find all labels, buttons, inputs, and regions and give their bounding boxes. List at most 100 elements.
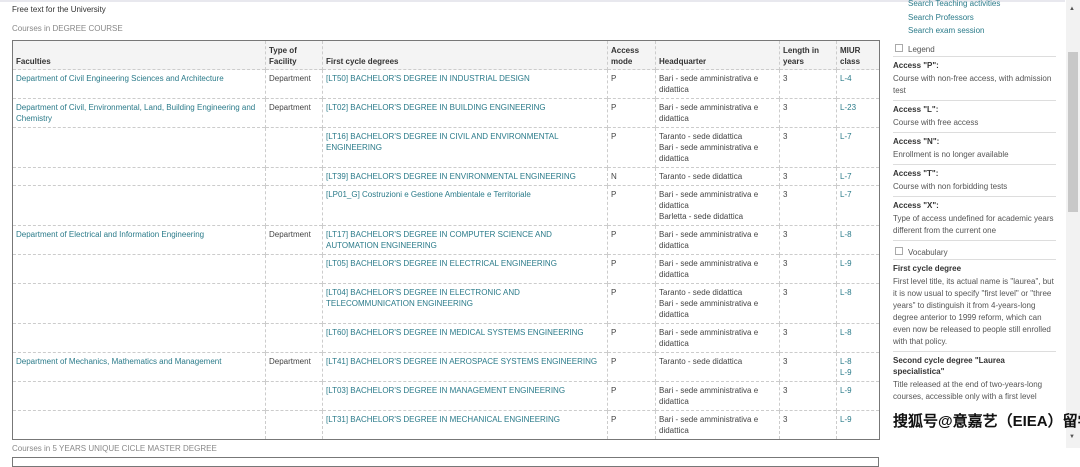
cell-length: 3 bbox=[779, 283, 837, 324]
miur-class-link[interactable]: L-7 bbox=[840, 190, 852, 199]
table-row: [LT31] BACHELOR'S DEGREE IN MECHANICAL E… bbox=[12, 410, 880, 440]
degree-link[interactable]: [LT04] BACHELOR'S DEGREE IN ELECTRONIC A… bbox=[326, 288, 520, 308]
facility-type: Department bbox=[269, 357, 311, 366]
cell-length: 3 bbox=[779, 352, 837, 382]
legend-term: Access "N": bbox=[893, 136, 940, 146]
length-years: 3 bbox=[783, 132, 788, 141]
cell-faculty bbox=[12, 381, 266, 411]
faculty-link[interactable]: Department of Electrical and Information… bbox=[16, 230, 205, 239]
cell-miur: L-8 bbox=[836, 225, 880, 255]
watermark: 搜狐号@意嘉艺（EIEA）留学 bbox=[893, 413, 1080, 430]
legend-term: Access "X": bbox=[893, 200, 939, 210]
cell-type bbox=[265, 254, 323, 284]
cell-faculty bbox=[12, 323, 266, 353]
faculty-link[interactable]: Department of Mechanics, Mathematics and… bbox=[16, 357, 222, 366]
miur-class-link[interactable]: L-8 bbox=[840, 288, 852, 297]
table-row: Department of Mechanics, Mathematics and… bbox=[12, 352, 880, 382]
cell-type bbox=[265, 167, 323, 186]
cell-type bbox=[265, 283, 323, 324]
cell-degree: [LT02] BACHELOR'S DEGREE IN BUILDING ENG… bbox=[322, 98, 608, 128]
degree-link[interactable]: [LT60] BACHELOR'S DEGREE IN MEDICAL SYST… bbox=[326, 328, 584, 337]
length-years: 3 bbox=[783, 74, 788, 83]
degree-link[interactable]: [LP01_G] Costruzioni e Gestione Ambienta… bbox=[326, 190, 531, 199]
miur-class-link[interactable]: L-4 bbox=[840, 74, 852, 83]
cell-miur: L-7 bbox=[836, 127, 880, 168]
miur-class-link[interactable]: L-8 bbox=[840, 230, 852, 239]
degree-link[interactable]: [LT41] BACHELOR'S DEGREE IN AEROSPACE SY… bbox=[326, 357, 598, 366]
legend-toggle[interactable]: Legend bbox=[893, 42, 1056, 57]
cell-access: P bbox=[607, 254, 656, 284]
access-mode: P bbox=[611, 328, 617, 337]
faculty-link[interactable]: Department of Civil, Environmental, Land… bbox=[16, 103, 256, 123]
miur-class-link[interactable]: L-7 bbox=[840, 172, 852, 181]
cell-type bbox=[265, 381, 323, 411]
cell-faculty bbox=[12, 410, 266, 440]
cell-faculty bbox=[12, 127, 266, 168]
cell-length: 3 bbox=[779, 381, 837, 411]
scroll-down-icon[interactable]: ▼ bbox=[1069, 434, 1075, 440]
length-years: 3 bbox=[783, 172, 788, 181]
degree-link[interactable]: [LT05] BACHELOR'S DEGREE IN ELECTRICAL E… bbox=[326, 259, 557, 268]
cell-miur: L-8 bbox=[836, 283, 880, 324]
miur-class-link[interactable]: L-9 bbox=[840, 415, 852, 424]
degree-link[interactable]: [LT31] BACHELOR'S DEGREE IN MECHANICAL E… bbox=[326, 415, 561, 424]
headquarter: Taranto - sede didattica bbox=[659, 172, 743, 181]
miur-class-link[interactable]: L-8 bbox=[840, 328, 852, 337]
access-mode: P bbox=[611, 74, 617, 83]
scrollbar[interactable]: ▲ ▼ bbox=[1066, 0, 1080, 448]
cell-hq: Bari - sede amministrativa e didattica B… bbox=[655, 185, 780, 226]
degree-link[interactable]: [LT03] BACHELOR'S DEGREE IN MANAGEMENT E… bbox=[326, 386, 566, 395]
sidebar[interactable]: Search Teaching activities Search Profes… bbox=[893, 0, 1056, 404]
access-mode: P bbox=[611, 230, 617, 239]
column-header: Access mode bbox=[607, 40, 656, 70]
miur-class-link[interactable]: L-7 bbox=[840, 132, 852, 141]
degree-link[interactable]: [LT02] BACHELOR'S DEGREE IN BUILDING ENG… bbox=[326, 103, 546, 112]
cell-access: P bbox=[607, 69, 656, 99]
cell-access: P bbox=[607, 410, 656, 440]
miur-class-link[interactable]: L-9 bbox=[840, 259, 852, 268]
cell-miur: L-7 bbox=[836, 185, 880, 226]
vocabulary-toggle[interactable]: Vocabulary bbox=[893, 245, 1056, 260]
degree-link[interactable]: [LT16] BACHELOR'S DEGREE IN CIVIL AND EN… bbox=[326, 132, 559, 152]
cell-miur: L-8 bbox=[836, 323, 880, 353]
section-title-degree-course: Courses in DEGREE COURSE bbox=[12, 24, 123, 33]
cell-type: Department bbox=[265, 225, 323, 255]
scrollbar-thumb[interactable] bbox=[1068, 52, 1078, 212]
legend-term: Access "P": bbox=[893, 60, 939, 70]
miur-class-link[interactable]: L-8 L-9 bbox=[840, 357, 852, 377]
column-header: Length in years bbox=[779, 40, 837, 70]
length-years: 3 bbox=[783, 328, 788, 337]
miur-class-link[interactable]: L-23 bbox=[840, 103, 857, 112]
length-years: 3 bbox=[783, 288, 788, 297]
headquarter: Bari - sede amministrativa e didattica bbox=[659, 74, 759, 94]
table-row: [LT39] BACHELOR'S DEGREE IN ENVIRONMENTA… bbox=[12, 167, 880, 186]
length-years: 3 bbox=[783, 230, 788, 239]
cell-degree: [LT05] BACHELOR'S DEGREE IN ELECTRICAL E… bbox=[322, 254, 608, 284]
headquarter: Bari - sede amministrativa e didattica bbox=[659, 386, 759, 406]
miur-class-link[interactable]: L-9 bbox=[840, 386, 852, 395]
cell-type bbox=[265, 410, 323, 440]
cell-faculty bbox=[12, 167, 266, 186]
search-professors-link[interactable]: Search Professors bbox=[908, 12, 974, 22]
cell-hq: Bari - sede amministrativa e didattica bbox=[655, 323, 780, 353]
table-row: [LP01_G] Costruzioni e Gestione Ambienta… bbox=[12, 185, 880, 226]
access-mode: P bbox=[611, 103, 617, 112]
headquarter: Bari - sede amministrativa e didattica bbox=[659, 103, 759, 123]
legend-description: Course with non-free access, with admiss… bbox=[893, 73, 1056, 101]
cell-access: P bbox=[607, 352, 656, 382]
degree-link[interactable]: [LT39] BACHELOR'S DEGREE IN ENVIRONMENTA… bbox=[326, 172, 576, 181]
cell-degree: [LT50] BACHELOR'S DEGREE IN INDUSTRIAL D… bbox=[322, 69, 608, 99]
top-border bbox=[0, 0, 1065, 2]
scroll-up-icon[interactable]: ▲ bbox=[1069, 6, 1075, 12]
degree-link[interactable]: [LT17] BACHELOR'S DEGREE IN COMPUTER SCI… bbox=[326, 230, 552, 250]
search-exam-session-link[interactable]: Search exam session bbox=[908, 26, 985, 35]
faculty-link[interactable]: Department of Civil Engineering Sciences… bbox=[16, 74, 224, 83]
column-header: Faculties bbox=[12, 40, 266, 70]
cell-length: 3 bbox=[779, 167, 837, 186]
cell-length: 3 bbox=[779, 254, 837, 284]
search-teaching-activities-link[interactable]: Search Teaching activities bbox=[908, 0, 1001, 8]
table-row: [LT03] BACHELOR'S DEGREE IN MANAGEMENT E… bbox=[12, 381, 880, 411]
legend-description: Type of access undefined for academic ye… bbox=[893, 213, 1056, 241]
main-content: Courses in DEGREE COURSE Faculties Type o… bbox=[12, 24, 880, 467]
degree-link[interactable]: [LT50] BACHELOR'S DEGREE IN INDUSTRIAL D… bbox=[326, 74, 530, 83]
